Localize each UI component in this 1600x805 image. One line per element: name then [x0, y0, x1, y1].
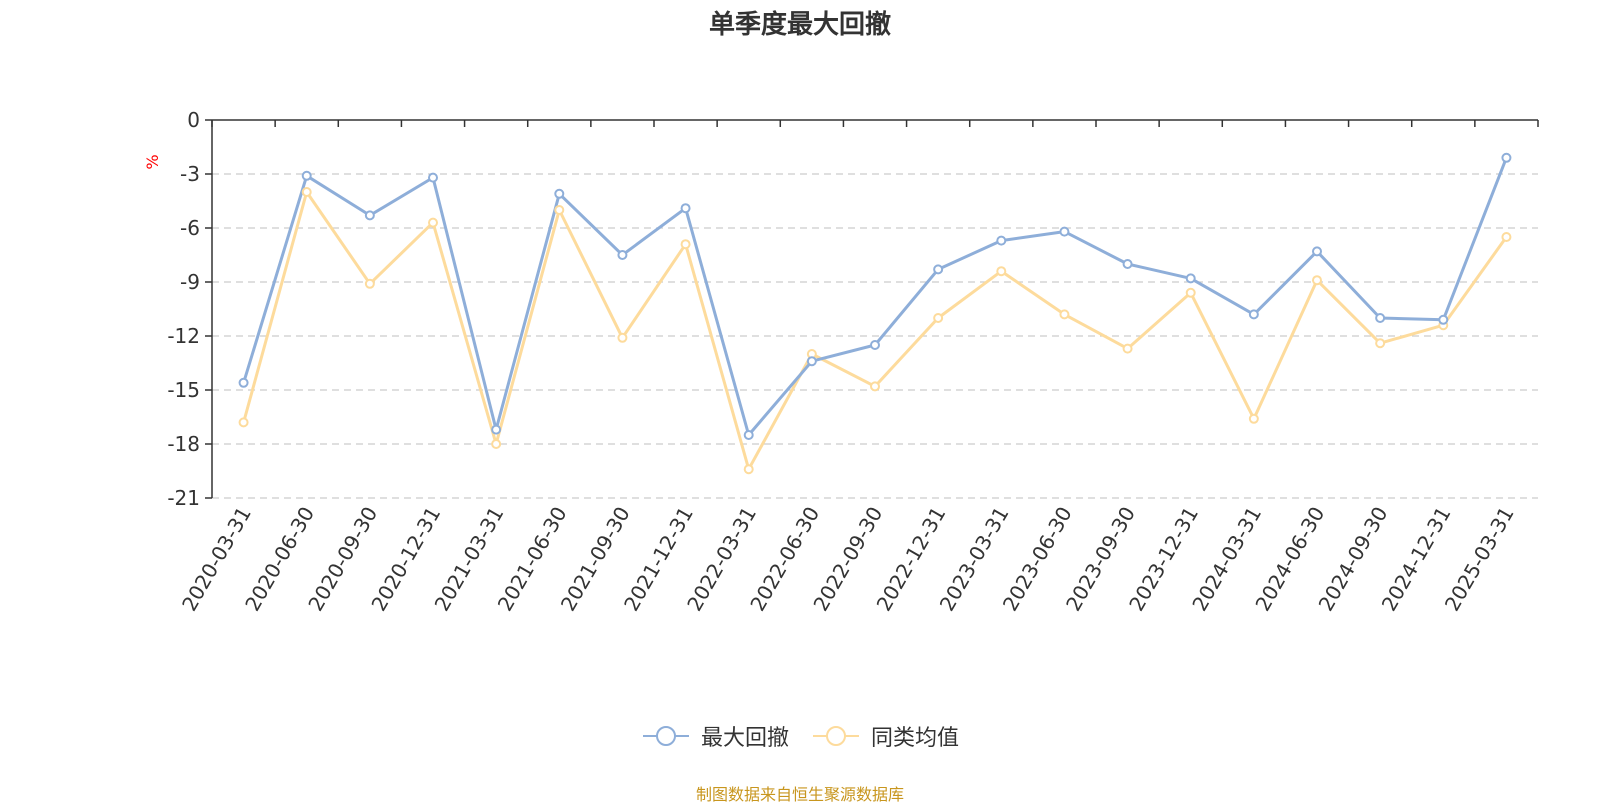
data-point-1 [1312, 275, 1322, 286]
data-point-1 [1375, 338, 1386, 349]
y-tick-label: -18 [167, 432, 200, 456]
data-point-1 [491, 439, 502, 449]
data-point-0 [301, 170, 312, 181]
data-point-0 [1375, 313, 1386, 323]
data-point-0 [806, 356, 817, 367]
data-point-1 [364, 278, 375, 289]
chart-title: 单季度最大回撤 [708, 10, 891, 40]
legend: 最大回撤 同类均值 [0, 720, 1600, 752]
data-points [238, 152, 1512, 475]
data-point-0 [617, 250, 628, 260]
data-point-1 [870, 381, 880, 392]
data-point-0 [933, 264, 944, 275]
data-point-1 [1059, 309, 1070, 320]
data-point-0 [1248, 309, 1259, 320]
data-point-0 [364, 210, 375, 221]
data-point-0 [1438, 314, 1449, 325]
data-point-0 [996, 235, 1007, 246]
data-point-0 [428, 172, 438, 183]
legend-item-peer-average[interactable]: 同类均值 [811, 720, 959, 752]
y-tick-label: 0 [187, 108, 200, 132]
data-point-0 [238, 377, 249, 388]
data-point-1 [617, 332, 628, 343]
data-point-1 [1248, 413, 1259, 424]
y-tick-label: -12 [167, 324, 200, 348]
data-point-0 [743, 430, 754, 440]
data-point-1 [1501, 232, 1512, 242]
legend-label: 最大回撤 [700, 726, 789, 751]
data-point-1 [428, 217, 438, 228]
data-point-0 [1122, 259, 1133, 269]
y-axis-unit-label: % [143, 154, 162, 169]
data-point-1 [238, 417, 249, 428]
y-tick-label: -21 [167, 486, 200, 510]
y-tick-label: -15 [167, 378, 200, 402]
gridlines [212, 173, 1538, 499]
legend-marker-icon [642, 726, 689, 746]
series-lines [242, 157, 1508, 471]
legend-label: 同类均值 [871, 726, 960, 751]
data-point-1 [996, 266, 1007, 277]
data-point-1 [554, 205, 565, 215]
series-line-1 [242, 190, 1508, 471]
source-note: 制图数据来自恒生聚源数据库 [695, 785, 904, 804]
data-point-0 [680, 203, 691, 214]
axes: 0-3-6-9-12-15-18-212020-03-312020-06-302… [167, 108, 1539, 615]
series-line-0 [242, 157, 1508, 437]
data-point-1 [1122, 343, 1133, 354]
data-point-0 [1312, 246, 1322, 257]
data-point-0 [1059, 226, 1070, 237]
data-point-0 [554, 188, 565, 199]
data-point-0 [1501, 152, 1512, 163]
y-tick-label: -6 [180, 216, 200, 240]
data-point-0 [1185, 273, 1196, 284]
data-point-1 [301, 187, 312, 197]
y-tick-label: -3 [180, 162, 200, 186]
legend-item-max-drawdown[interactable]: 最大回撤 [641, 720, 789, 752]
data-point-0 [491, 424, 502, 435]
legend-marker-icon [813, 726, 859, 746]
data-point-1 [933, 313, 944, 323]
data-point-1 [1185, 287, 1196, 298]
y-tick-label: -9 [180, 270, 200, 294]
data-point-1 [743, 464, 754, 475]
data-point-0 [870, 340, 880, 350]
data-point-1 [680, 239, 691, 250]
